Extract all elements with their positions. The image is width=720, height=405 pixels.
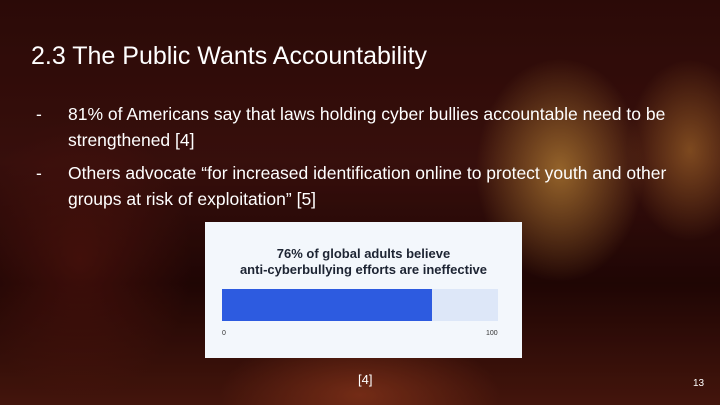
chart-title: 76% of global adults believe anti-cyberb… [205,246,522,278]
bullet-list: - 81% of Americans say that laws holding… [36,101,676,219]
bar-track [222,289,498,321]
tick-label-max: 100 [486,330,498,337]
slide-title: 2.3 The Public Wants Accountability [31,42,428,70]
bar-fill [222,289,432,321]
bullet-item: - Others advocate “for increased identif… [36,160,676,212]
tick-label-min: 0 [222,330,226,337]
bullet-item: - 81% of Americans say that laws holding… [36,101,676,153]
bullet-text: 81% of Americans say that laws holding c… [68,104,666,150]
page-number: 13 [693,378,705,389]
citation: [4] [358,372,373,387]
chart-title-line2: anti-cyberbullying efforts are ineffecti… [239,262,488,277]
bullet-marker: - [36,104,42,124]
bullet-marker: - [36,163,42,183]
chart-title-line1: 76% of global adults believe [276,246,451,261]
bullet-text: Others advocate “for increased identific… [68,163,667,209]
chart-card: 76% of global adults believe anti-cyberb… [205,222,522,358]
